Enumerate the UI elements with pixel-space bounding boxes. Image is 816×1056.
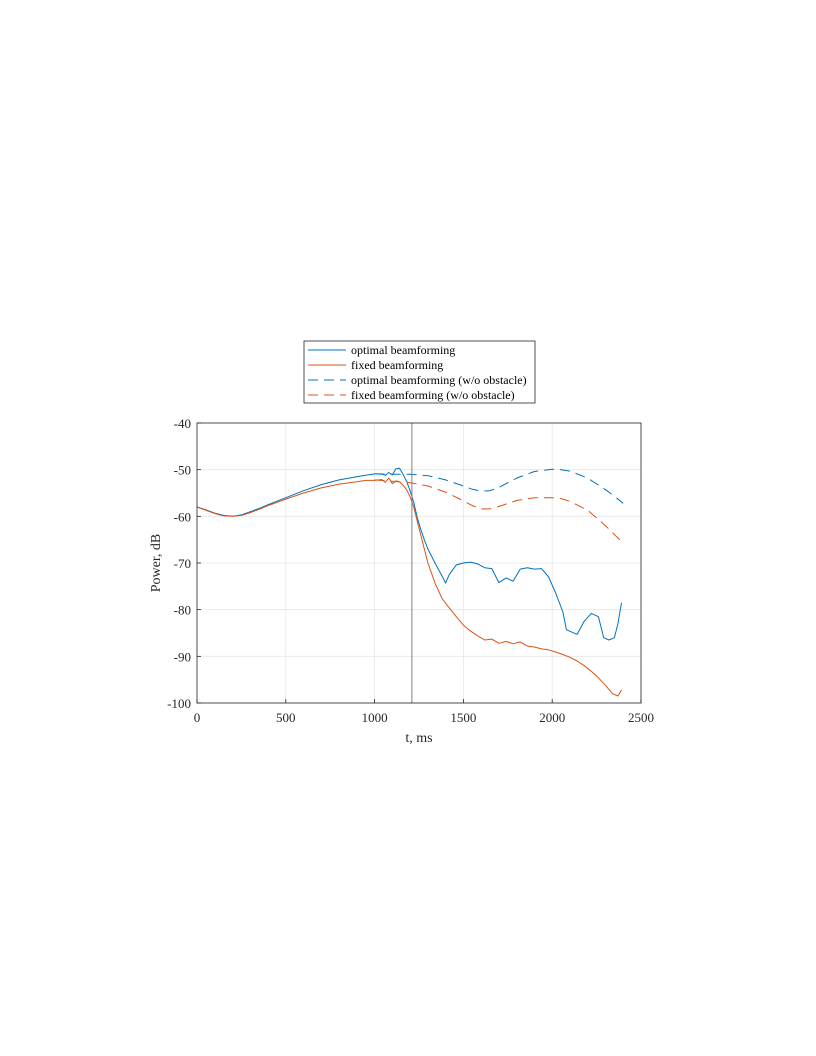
x-tick-label: 2500 [628, 710, 654, 725]
y-tick-label: -80 [174, 603, 191, 618]
grid [196, 422, 642, 704]
y-axis-title: Power, dB [149, 534, 164, 593]
y-tick-label: -60 [174, 509, 191, 524]
legend-label-optimal: optimal beamforming [351, 343, 455, 357]
series-layer [196, 467, 624, 697]
series-line-1 [196, 477, 622, 697]
ticks: 0 500 1000 1500 2000 2500 -40 -50 -60 -70 -80 -90 -1… [167, 416, 654, 725]
legend-label-fixed-no-obstacle: fixed beamforming (w/o obstacle) [351, 388, 515, 402]
series-line-0 [196, 467, 622, 641]
y-tick-label: -70 [174, 556, 191, 571]
x-tick-label: 0 [194, 710, 201, 725]
x-tick-label: 500 [276, 710, 296, 725]
y-tick-label: -90 [174, 649, 191, 664]
x-tick-label: 1000 [362, 710, 388, 725]
y-tick-label: -40 [174, 416, 191, 431]
series-line-2 [374, 468, 624, 504]
series-line-3 [374, 479, 624, 544]
y-tick-label: -50 [174, 463, 191, 478]
legend: optimal beamforming fixed beamforming op… [303, 340, 536, 404]
x-axis-title: t, ms [405, 731, 432, 746]
x-tick-label: 1500 [450, 710, 476, 725]
legend-box [303, 340, 536, 404]
legend-label-fixed: fixed beamforming [351, 358, 443, 372]
legend-label-optimal-no-obstacle: optimal beamforming (w/o obstacle) [351, 373, 527, 387]
x-tick-label: 2000 [539, 710, 565, 725]
y-tick-label: -100 [167, 696, 191, 711]
